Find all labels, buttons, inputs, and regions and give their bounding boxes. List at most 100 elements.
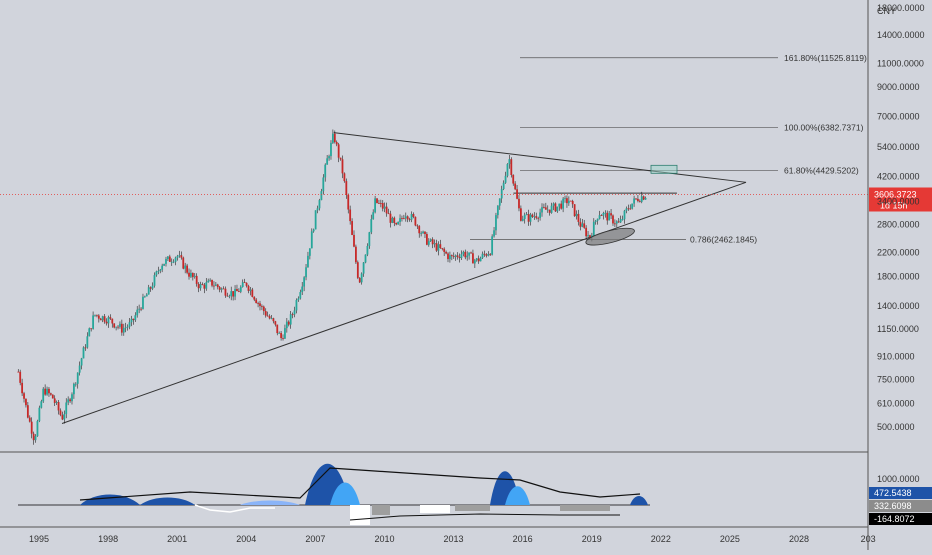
candle-up[interactable]	[143, 296, 146, 298]
candle-down[interactable]	[26, 405, 29, 418]
candle-down[interactable]	[393, 217, 396, 223]
candle-down[interactable]	[61, 415, 64, 420]
candle-up[interactable]	[161, 265, 164, 270]
candle-up[interactable]	[493, 230, 495, 237]
candle-down[interactable]	[339, 157, 342, 160]
candle-up[interactable]	[433, 243, 436, 245]
candle-up[interactable]	[481, 253, 484, 258]
candle-up[interactable]	[228, 296, 231, 297]
candle-up[interactable]	[73, 383, 75, 395]
candle-up[interactable]	[289, 314, 292, 325]
candle-down[interactable]	[111, 318, 114, 324]
candle-down[interactable]	[379, 203, 382, 204]
candles[interactable]	[17, 129, 647, 445]
candle-down[interactable]	[226, 295, 229, 297]
candle-down[interactable]	[566, 198, 568, 204]
candle-down[interactable]	[345, 181, 348, 195]
candle-down[interactable]	[389, 213, 392, 223]
candle-up[interactable]	[167, 256, 169, 260]
osc-value-badge[interactable]	[869, 513, 932, 525]
candle-down[interactable]	[443, 248, 446, 252]
candle-up[interactable]	[205, 282, 208, 289]
candle-down[interactable]	[255, 299, 258, 304]
candle-up[interactable]	[170, 261, 173, 263]
candle-up[interactable]	[134, 315, 137, 321]
candle-up[interactable]	[602, 213, 605, 216]
candle-up[interactable]	[241, 282, 244, 287]
candle-up[interactable]	[249, 289, 252, 291]
candle-up[interactable]	[278, 333, 281, 334]
candle-down[interactable]	[53, 398, 56, 403]
candle-up[interactable]	[496, 205, 499, 216]
candle-down[interactable]	[49, 393, 52, 395]
candle-up[interactable]	[427, 241, 430, 245]
target-zone-box[interactable]	[650, 164, 678, 174]
candle-down[interactable]	[245, 282, 248, 286]
candle-up[interactable]	[147, 287, 150, 295]
candle-down[interactable]	[23, 393, 25, 399]
candle-down[interactable]	[627, 208, 630, 210]
candle-down[interactable]	[519, 208, 522, 221]
candle-down[interactable]	[51, 394, 54, 399]
candle-down[interactable]	[333, 133, 336, 143]
candle-up[interactable]	[475, 258, 478, 261]
candle-up[interactable]	[466, 255, 469, 258]
osc-value-badge[interactable]	[869, 500, 932, 512]
candle-down[interactable]	[516, 189, 518, 199]
candle-up[interactable]	[145, 294, 148, 297]
candle-down[interactable]	[489, 253, 492, 255]
candle-up[interactable]	[153, 275, 156, 286]
candle-down[interactable]	[589, 235, 591, 238]
candle-down[interactable]	[99, 318, 102, 321]
candle-up[interactable]	[314, 210, 317, 230]
candle-down[interactable]	[282, 338, 284, 339]
candle-down[interactable]	[512, 174, 515, 184]
candle-down[interactable]	[259, 303, 261, 307]
candle-up[interactable]	[209, 279, 212, 281]
candle-down[interactable]	[30, 421, 33, 434]
candle-down[interactable]	[120, 323, 123, 333]
candle-down[interactable]	[19, 371, 22, 383]
candle-down[interactable]	[642, 196, 645, 200]
candle-down[interactable]	[638, 201, 641, 202]
candle-up[interactable]	[78, 365, 81, 373]
candle-up[interactable]	[46, 388, 48, 395]
candle-down[interactable]	[96, 314, 98, 316]
candle-down[interactable]	[514, 183, 517, 190]
candle-down[interactable]	[355, 246, 357, 263]
candle-down[interactable]	[610, 213, 612, 216]
candle-down[interactable]	[197, 283, 200, 289]
candle-up[interactable]	[625, 208, 628, 211]
candle-down[interactable]	[195, 275, 198, 284]
candle-down[interactable]	[387, 213, 390, 215]
candle-up[interactable]	[155, 271, 158, 276]
candle-up[interactable]	[552, 203, 555, 206]
candle-down[interactable]	[543, 207, 545, 208]
candle-up[interactable]	[94, 314, 96, 316]
candle-down[interactable]	[544, 207, 547, 210]
candle-down[interactable]	[274, 321, 277, 325]
candle-up[interactable]	[460, 254, 463, 259]
candle-up[interactable]	[506, 164, 509, 176]
candle-down[interactable]	[337, 144, 340, 158]
candle-up[interactable]	[115, 326, 118, 328]
candle-down[interactable]	[59, 410, 62, 416]
candle-up[interactable]	[67, 399, 70, 403]
candle-down[interactable]	[105, 321, 108, 324]
candle-down[interactable]	[441, 248, 444, 249]
candle-down[interactable]	[472, 253, 474, 264]
candle-down[interactable]	[617, 221, 620, 223]
candle-down[interactable]	[629, 208, 632, 210]
candle-up[interactable]	[122, 327, 125, 333]
candle-down[interactable]	[470, 252, 472, 254]
candle-down[interactable]	[272, 318, 275, 322]
candle-up[interactable]	[644, 198, 647, 200]
candle-up[interactable]	[76, 372, 79, 384]
candle-down[interactable]	[385, 206, 388, 214]
candle-up[interactable]	[324, 164, 327, 178]
candle-down[interactable]	[425, 234, 428, 245]
candle-down[interactable]	[376, 198, 378, 203]
candle-down[interactable]	[266, 315, 269, 317]
candle-up[interactable]	[303, 277, 306, 287]
candle-down[interactable]	[579, 221, 582, 227]
